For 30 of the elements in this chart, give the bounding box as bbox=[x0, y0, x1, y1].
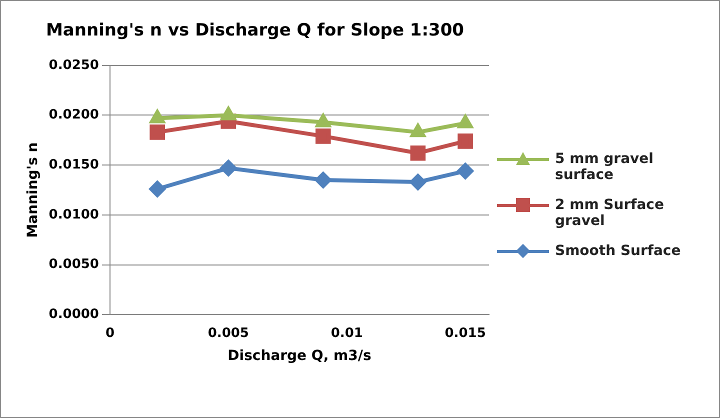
legend-label: 5 mm gravel surface bbox=[555, 151, 654, 183]
legend-label: Smooth Surface bbox=[555, 243, 681, 259]
legend-label: 2 mm Surface gravel bbox=[555, 197, 665, 229]
point bbox=[458, 134, 473, 149]
point bbox=[150, 110, 165, 124]
x-axis-title: Discharge Q, m3/s bbox=[228, 348, 372, 364]
point bbox=[149, 181, 166, 198]
point bbox=[315, 172, 332, 188]
y-axis-title: Manning's n bbox=[25, 142, 42, 238]
point bbox=[316, 128, 331, 144]
y-tick-label: 0.0100 bbox=[48, 207, 99, 222]
point bbox=[410, 145, 426, 161]
point bbox=[220, 160, 236, 176]
y-tick-label: 0.0050 bbox=[48, 257, 99, 272]
x-tick-label: 0 bbox=[105, 326, 114, 341]
point bbox=[150, 124, 165, 140]
x-tick-label: 0.01 bbox=[330, 326, 363, 341]
chart-title: Manning's n vs Discharge Q for Slope 1:300 bbox=[46, 20, 464, 41]
point bbox=[221, 107, 236, 120]
x-tick-label: 0.005 bbox=[208, 326, 249, 341]
y-tick-label: 0.0200 bbox=[48, 108, 99, 123]
x-tick-label: 0.015 bbox=[444, 326, 486, 341]
point bbox=[457, 163, 474, 180]
point bbox=[458, 115, 473, 128]
point bbox=[410, 174, 426, 190]
y-tick-label: 0.0250 bbox=[48, 58, 99, 73]
y-tick-label: 0.0000 bbox=[48, 306, 99, 322]
y-tick-label: 0.0150 bbox=[48, 157, 99, 172]
point bbox=[410, 124, 426, 138]
point bbox=[316, 114, 330, 128]
